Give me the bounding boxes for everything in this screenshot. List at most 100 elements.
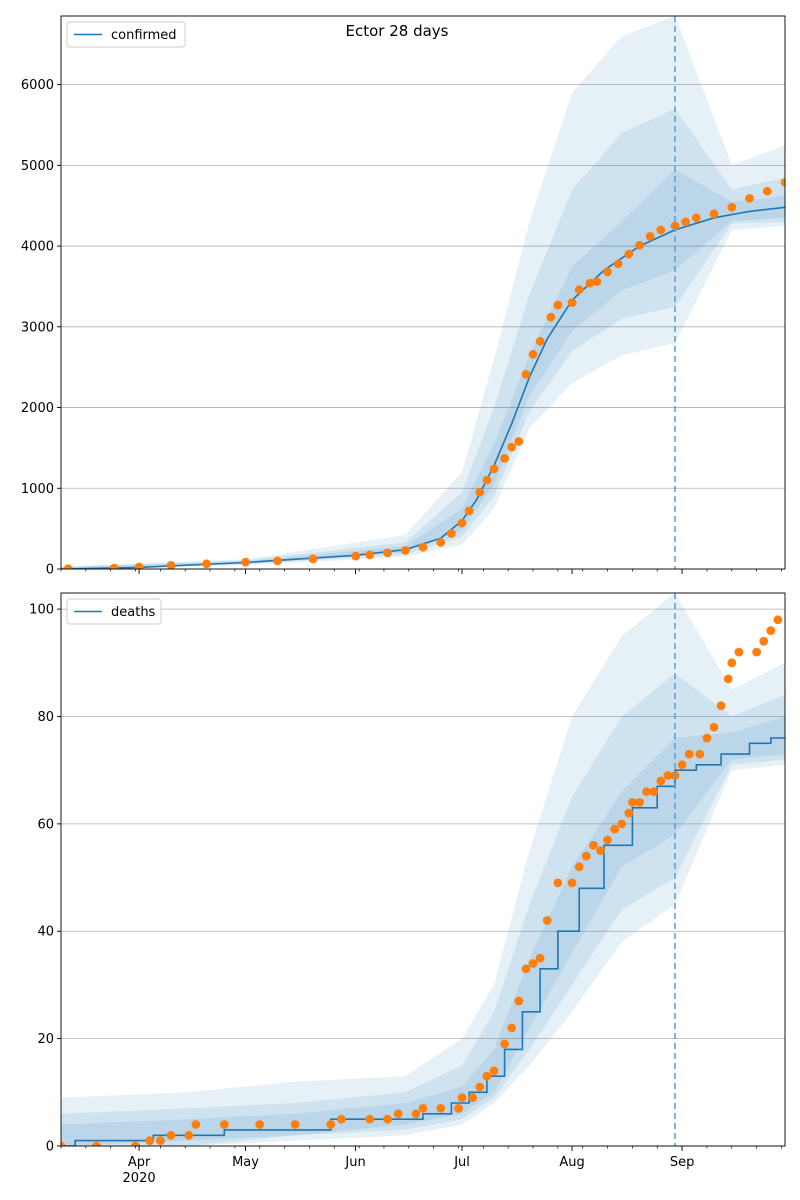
deaths-observed-point	[596, 846, 605, 856]
confirmed-band-middle	[61, 108, 785, 569]
deaths-observed-point	[567, 878, 577, 888]
deaths-observed-point	[131, 1141, 140, 1146]
confirmed-ytick-label: 6000	[21, 78, 54, 93]
deaths-observed-point	[695, 749, 705, 759]
confirmed-observed-point	[546, 312, 556, 322]
confirmed-observed-point	[727, 202, 737, 212]
deaths-observed-point	[581, 851, 591, 861]
confirmed-observed-point	[603, 267, 612, 277]
figure-title: Ector 28 days	[346, 22, 449, 40]
deaths-observed-point	[716, 701, 726, 711]
confirmed-ytick-label: 5000	[21, 159, 54, 174]
deaths-observed-point	[542, 916, 552, 925]
deaths-observed-point	[61, 1141, 66, 1146]
confirmed-observed-point	[63, 564, 73, 569]
deaths-observed-point	[574, 862, 584, 872]
confirmed-observed-point	[464, 506, 474, 516]
xtick-label: Jun	[344, 1155, 365, 1170]
confirmed-observed-point	[273, 556, 282, 566]
confirmed-observed-point	[670, 221, 680, 231]
deaths-observed-point	[723, 674, 733, 684]
deaths-observed-point	[773, 615, 783, 625]
deaths-observed-point	[553, 878, 563, 888]
deaths-observed-point	[383, 1114, 392, 1124]
deaths-axes-frame	[60, 592, 786, 1147]
confirmed-observed-point	[400, 546, 410, 555]
deaths-observed-point	[337, 1114, 346, 1124]
deaths-observed-point	[514, 996, 524, 1006]
confirmed-ytick-label: 0	[46, 563, 54, 578]
confirmed-observed-point	[681, 217, 690, 227]
confirmed-observed-point	[521, 370, 531, 379]
xtick-label: Sep	[670, 1155, 695, 1170]
confirmed-plot-area	[61, 16, 785, 569]
xtick-label: Jul	[453, 1155, 470, 1170]
confirmed-observed-point	[745, 194, 754, 203]
deaths-observed-point	[145, 1136, 155, 1145]
confirmed-observed-point	[109, 563, 119, 569]
deaths-observed-point	[411, 1109, 421, 1119]
deaths-band-inner	[61, 716, 785, 1146]
confirmed-observed-point	[365, 550, 375, 560]
confirmed-observed-point	[418, 542, 428, 552]
deaths-observed-point	[468, 1093, 478, 1103]
confirmed-observed-point	[134, 562, 144, 569]
deaths-observed-point	[326, 1120, 336, 1129]
confirmed-observed-point	[475, 487, 485, 497]
confirmed-ytick-label: 3000	[21, 320, 54, 335]
deaths-panel: 0 20 40 60 80 100 Apr 2020 May Jun Jul Aug Sep deaths	[29, 592, 786, 1186]
deaths-legend-label: deaths	[111, 605, 156, 620]
confirmed-ytick-label: 2000	[21, 401, 54, 416]
deaths-observed-point	[482, 1071, 492, 1081]
deaths-observed-point	[663, 771, 673, 780]
confirmed-panel: 0 1000 2000 3000 4000 5000 6000 confirmed	[21, 15, 786, 578]
confirmed-legend-label: confirmed	[111, 28, 177, 43]
deaths-observed-point	[489, 1066, 499, 1076]
confirmed-observed-point	[514, 437, 524, 446]
deaths-observed-point	[454, 1104, 463, 1113]
deaths-observed-point	[418, 1104, 428, 1113]
confirmed-observed-point	[574, 285, 584, 295]
deaths-observed-point	[603, 835, 612, 845]
deaths-ytick-label: 40	[37, 925, 54, 940]
confirmed-observed-point	[528, 349, 538, 359]
deaths-observed-point	[219, 1120, 229, 1129]
confirmed-observed-point	[635, 240, 644, 250]
deaths-observed-point	[290, 1120, 300, 1129]
deaths-observed-point	[624, 808, 634, 818]
confirmed-legend: confirmed	[66, 21, 186, 48]
confirmed-observed-point	[457, 518, 467, 528]
deaths-observed-point	[617, 819, 627, 829]
deaths-observed-point	[184, 1130, 194, 1140]
deaths-ytick-label: 0	[46, 1140, 54, 1155]
deaths-band-middle	[61, 673, 785, 1146]
deaths-ytick-label: 100	[29, 603, 54, 618]
confirmed-observed-point	[500, 454, 509, 463]
deaths-observed-point	[528, 959, 538, 968]
deaths-observed-point	[642, 787, 651, 797]
deaths-observed-point	[684, 749, 694, 759]
deaths-observed-point	[635, 798, 644, 807]
deaths-observed-point	[610, 824, 619, 834]
confirmed-legend-box	[66, 21, 186, 48]
deaths-observed-point	[166, 1130, 176, 1140]
confirmed-band-outer	[61, 16, 785, 569]
deaths-observed-point	[521, 964, 531, 974]
confirmed-axes-frame	[60, 15, 786, 570]
deaths-observed-point	[535, 953, 545, 963]
confirmed-observed-point	[447, 529, 456, 538]
confirmed-observed-point	[709, 209, 719, 219]
xtick-label: May	[232, 1155, 259, 1170]
confirmed-observed-point	[436, 538, 446, 547]
confirmed-observed-point	[507, 442, 517, 452]
confirmed-observed-point	[656, 225, 666, 235]
confirmed-observed-point	[624, 249, 634, 259]
deaths-observed-point	[156, 1136, 165, 1145]
deaths-observed-point	[457, 1093, 467, 1103]
deaths-observed-point	[475, 1082, 485, 1092]
confirmed-observed-point	[308, 554, 318, 564]
confirmed-observed-point	[383, 548, 392, 558]
confirmed-observed-point	[585, 278, 595, 288]
deaths-legend: deaths	[66, 598, 162, 625]
